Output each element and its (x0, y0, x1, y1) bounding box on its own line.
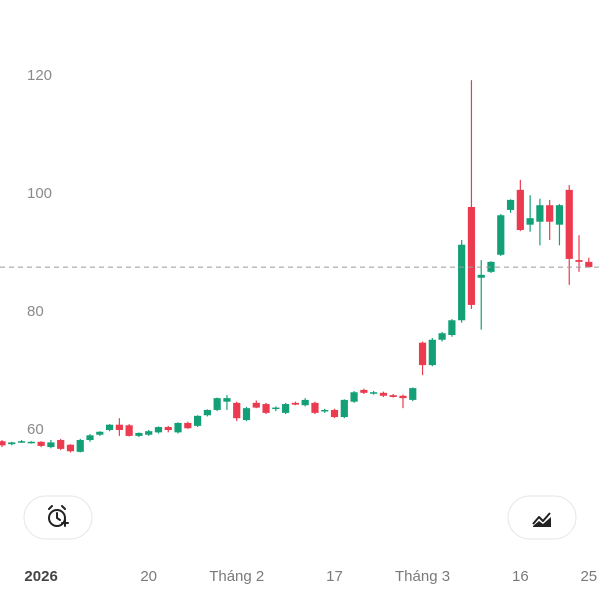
candle-body (438, 333, 446, 340)
candle-body (17, 441, 26, 443)
candle-body (174, 422, 182, 433)
candle-body (135, 432, 143, 436)
y-tick-label: 100 (27, 185, 52, 202)
candle-body (291, 402, 299, 405)
candle-body (516, 189, 524, 230)
candle-body (76, 440, 84, 452)
candle-body (526, 218, 534, 225)
candle-body (194, 415, 202, 426)
candle-body (86, 435, 94, 441)
candle-body (8, 442, 16, 445)
candle-body (565, 189, 573, 259)
candle-body (282, 404, 290, 413)
candle-body (223, 398, 231, 402)
x-tick-label: 17 (326, 568, 343, 585)
candle-body (96, 431, 104, 435)
candle-body (448, 320, 456, 336)
candle-body (330, 409, 339, 418)
candle-body (399, 395, 407, 399)
candle-body (536, 205, 544, 222)
x-tick-label: 20 (140, 568, 157, 585)
x-tick-label: Tháng 2 (209, 568, 264, 585)
candle-body (203, 409, 211, 416)
candle-body (27, 441, 35, 444)
candle-body (252, 402, 260, 408)
candle-body (546, 205, 554, 222)
y-tick-label: 80 (27, 303, 44, 320)
candle-body (340, 399, 348, 418)
candle-body (418, 342, 427, 366)
candle-body (555, 205, 564, 225)
candle-body (164, 427, 172, 430)
candle-body (428, 339, 436, 366)
candle-body (66, 444, 75, 452)
candle-body (360, 389, 368, 393)
candle-body (389, 395, 397, 397)
candle-body (37, 441, 45, 446)
candle-body (47, 442, 55, 448)
candle-body (585, 261, 593, 268)
candle-body (272, 407, 280, 410)
candle-body (125, 425, 133, 436)
x-tick-label: Tháng 3 (395, 568, 450, 585)
candle-body (184, 422, 192, 429)
candle-body (350, 392, 358, 402)
candle-body (301, 399, 309, 406)
plot-area: 60 80 100 120 (0, 67, 600, 453)
candle-body (57, 440, 65, 449)
candle-body (477, 274, 485, 278)
x-tick-label: 25 (580, 568, 597, 585)
alarm-icon (48, 505, 69, 527)
candle-body (233, 402, 241, 419)
candle-body (409, 388, 417, 400)
indicator-icon (532, 512, 551, 527)
candle-body (497, 215, 505, 255)
candle-body (0, 441, 6, 446)
candle-body (370, 392, 378, 394)
candle-body (115, 424, 123, 430)
candle-body (379, 392, 388, 396)
candle-body (467, 206, 476, 305)
candle-body (321, 409, 329, 412)
candle-body (458, 244, 466, 321)
candle-body (145, 431, 153, 435)
candle-body (311, 402, 319, 413)
y-tick-label: 120 (27, 67, 52, 84)
y-tick-label: 60 (27, 421, 44, 438)
candle-body (506, 199, 515, 210)
indicator-button[interactable] (507, 495, 577, 540)
x-tick-label: 2026 (24, 568, 57, 585)
candle-body (575, 260, 583, 262)
candle-body (154, 427, 163, 433)
candle-body (105, 424, 114, 430)
candle-body (262, 404, 270, 413)
x-tick-label: 16 (512, 568, 529, 585)
candle-body (213, 398, 221, 410)
candle-body (242, 408, 251, 420)
